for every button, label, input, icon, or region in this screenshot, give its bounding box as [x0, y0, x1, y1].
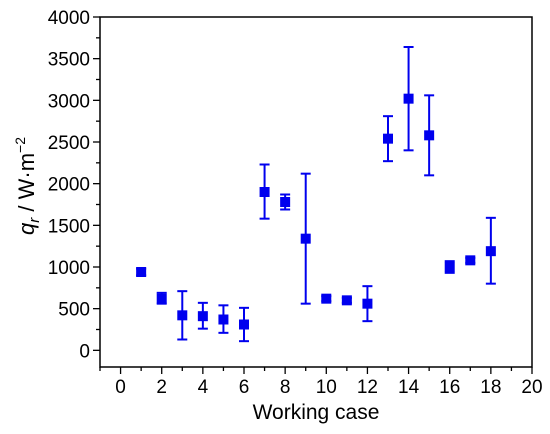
data-markers	[136, 93, 496, 330]
data-point	[300, 233, 311, 244]
plot-frame	[99, 16, 533, 368]
y-tick-label: 3000	[48, 91, 90, 112]
data-point	[465, 255, 476, 266]
data-point	[424, 130, 435, 141]
x-tick-label: 4	[198, 377, 209, 398]
x-tick-label: 8	[280, 377, 291, 398]
y-axis-symbol: q	[14, 222, 39, 235]
x-axis-title: Working case	[253, 401, 380, 424]
data-point	[177, 310, 188, 321]
y-axis-subscript: r	[26, 217, 43, 223]
y-axis-unit-exponent: −2	[12, 137, 28, 153]
x-axis-tick-labels: 0 2 4 6 8 10 12 14 16 18 20	[115, 377, 542, 398]
y-tick-label: 500	[58, 300, 90, 321]
x-tick-label: 2	[156, 377, 167, 398]
y-tick-label: 1500	[48, 216, 90, 237]
data-point	[218, 314, 229, 325]
data-point	[136, 267, 147, 277]
data-point	[321, 293, 332, 304]
data-point	[362, 298, 373, 309]
data-point	[280, 197, 291, 207]
data-point	[239, 319, 249, 330]
y-axis-tick-labels: 0 500 1000 1500 2000 2500 3000 3500 4000	[48, 8, 90, 362]
x-tick-label: 20	[521, 377, 542, 398]
data-point	[197, 311, 208, 322]
x-tick-label: 16	[439, 377, 460, 398]
y-axis-title: qr / W·m−2	[12, 137, 43, 235]
data-point	[156, 293, 167, 304]
y-tick-label: 0	[79, 341, 90, 362]
y-tick-label: 2500	[48, 133, 90, 154]
y-tick-label: 1000	[48, 258, 90, 279]
x-tick-label: 12	[357, 377, 378, 398]
data-point	[444, 262, 455, 272]
y-axis-unit: / W·m	[14, 153, 39, 218]
y-tick-label: 3500	[48, 50, 90, 71]
error-bars	[136, 46, 496, 343]
x-axis-ticks	[99, 367, 533, 374]
x-tick-label: 0	[115, 377, 126, 398]
x-tick-label: 14	[398, 377, 420, 398]
x-tick-label: 10	[316, 377, 337, 398]
x-tick-label: 18	[480, 377, 501, 398]
data-point	[383, 133, 393, 144]
y-axis-ticks	[93, 16, 100, 351]
y-tick-label: 4000	[48, 8, 90, 29]
x-tick-label: 6	[239, 377, 250, 398]
data-point	[341, 295, 352, 306]
plot-border	[99, 16, 533, 368]
data-point	[259, 187, 270, 197]
data-point	[403, 93, 414, 104]
y-tick-label: 2000	[48, 175, 90, 196]
data-point	[485, 246, 496, 257]
